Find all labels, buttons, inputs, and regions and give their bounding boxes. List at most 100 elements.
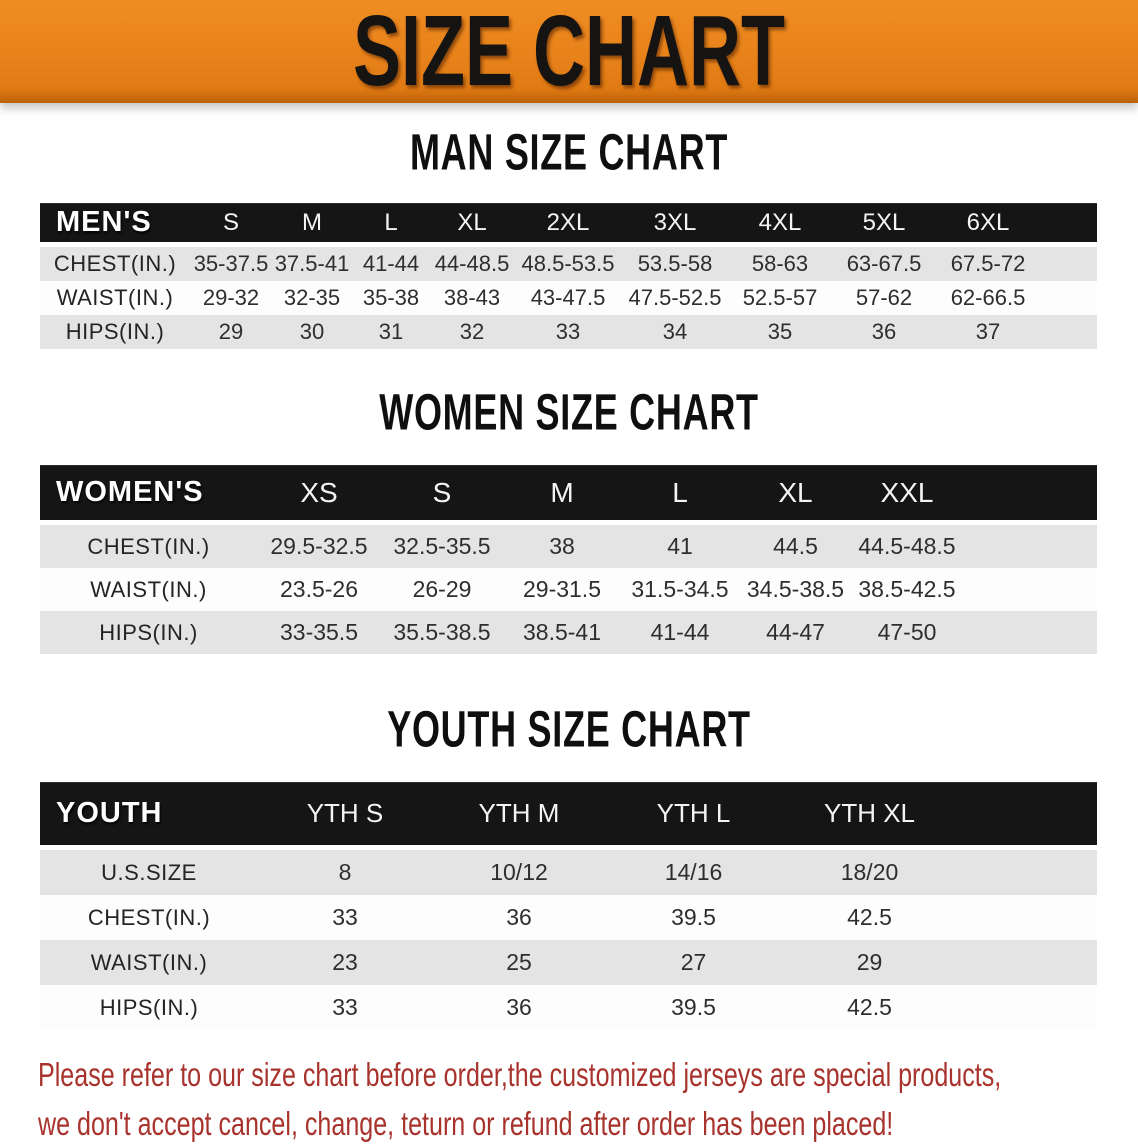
- data-cell: 44.5: [773, 533, 818, 559]
- data-cell: 63-67.5: [846, 251, 922, 276]
- size-column-header: 2XL: [514, 203, 622, 247]
- table-row: CHEST(IN.) 29.5-32.5 32.5-35.5 38 41 44.5 44.5…: [40, 525, 1097, 568]
- data-cell: 35.5-38.5: [393, 619, 491, 645]
- data-cell: 29: [218, 319, 244, 344]
- youth-section-heading: YOUTH SIZE CHART: [387, 700, 751, 758]
- data-cell: 8: [338, 859, 352, 885]
- data-cell: 35-38: [362, 285, 420, 310]
- data-cell: 36: [871, 319, 897, 344]
- data-cell: 44.5-48.5: [858, 533, 956, 559]
- data-cell: 41-44: [650, 619, 710, 645]
- data-cell: 47-50: [877, 619, 937, 645]
- size-column-header: 5XL: [832, 203, 936, 247]
- size-column-header: XL: [739, 465, 852, 525]
- table-header-row: WOMEN'S XS S M L XL XXL: [40, 465, 1097, 525]
- table-row: HIPS(IN.) 29 30 31 32 33 34 35 36 37: [40, 315, 1097, 349]
- size-column-header: 3XL: [622, 203, 728, 247]
- table-row: HIPS(IN.) 33-35.5 35.5-38.5 38.5-41 41-44 44-…: [40, 611, 1097, 654]
- data-cell: 23: [332, 949, 358, 975]
- data-cell: 36: [506, 994, 532, 1020]
- data-cell: 32-35: [283, 285, 341, 310]
- data-cell: 32: [459, 319, 485, 344]
- data-cell: 29: [856, 949, 883, 975]
- data-cell: 35-37.5: [193, 251, 269, 276]
- data-cell: 33: [332, 904, 358, 930]
- size-column-header: L: [621, 465, 739, 525]
- data-cell: 36: [506, 904, 532, 930]
- size-column-header: YTH M: [432, 782, 606, 850]
- spacer-cell: [1040, 203, 1097, 247]
- data-cell: 67.5-72: [950, 251, 1026, 276]
- spacer-cell: [962, 611, 1097, 654]
- size-column-header: XL: [430, 203, 514, 247]
- youth-section: YOUTH SIZE CHART YOUTH YTH S YTH M YTH L YTH…: [0, 700, 1138, 1030]
- size-column-header: XS: [257, 465, 381, 525]
- data-cell: 57-62: [855, 285, 913, 310]
- data-cell: 39.5: [671, 994, 716, 1020]
- data-cell: 47.5-52.5: [628, 285, 722, 310]
- spacer-cell: [962, 525, 1097, 568]
- size-column-header: YTH S: [258, 782, 432, 850]
- size-column-header: L: [352, 203, 430, 247]
- table-header-row: MEN'S S M L XL 2XL 3XL 4XL 5XL 6XL: [40, 203, 1097, 247]
- table-row: WAIST(IN.) 23.5-26 26-29 29-31.5 31.5-34.5 34…: [40, 568, 1097, 611]
- row-label-cell: CHEST(IN.): [87, 904, 211, 930]
- spacer-cell: [1040, 315, 1097, 349]
- data-cell: 23.5-26: [279, 576, 358, 602]
- data-cell: 29.5-32.5: [270, 533, 368, 559]
- row-label-cell: HIPS(IN.): [99, 994, 199, 1020]
- data-cell: 18/20: [840, 859, 899, 885]
- women-section-heading: WOMEN SIZE CHART: [379, 383, 759, 441]
- spacer-cell: [1040, 247, 1097, 281]
- data-cell: 10/12: [490, 859, 548, 885]
- data-cell: 58-63: [751, 251, 809, 276]
- size-column-header: YTH L: [606, 782, 781, 850]
- data-cell: 62-66.5: [950, 285, 1026, 310]
- table-row: WAIST(IN.) 23 25 27 29: [40, 940, 1097, 985]
- row-label-cell: U.S.SIZE: [101, 859, 197, 885]
- data-cell: 35: [767, 319, 793, 344]
- table-group-label: YOUTH: [40, 782, 258, 850]
- data-cell: 38.5-42.5: [858, 576, 956, 602]
- data-cell: 33-35.5: [279, 619, 358, 645]
- data-cell: 42.5: [847, 994, 892, 1020]
- data-cell: 38: [549, 533, 575, 559]
- size-chart-banner: SIZE CHART: [0, 0, 1138, 103]
- data-cell: 44-48.5: [434, 251, 510, 276]
- size-column-header: XXL: [852, 465, 962, 525]
- data-cell: 48.5-53.5: [521, 251, 615, 276]
- spacer-cell: [962, 465, 1097, 525]
- data-cell: 29-32: [202, 285, 260, 310]
- table-header-row: YOUTH YTH S YTH M YTH L YTH XL: [40, 782, 1097, 850]
- data-cell: 27: [680, 949, 707, 975]
- row-label-cell: WAIST(IN.): [90, 576, 207, 602]
- row-label-cell: HIPS(IN.): [65, 319, 165, 344]
- table-row: CHEST(IN.) 35-37.5 37.5-41 41-44 44-48.5 48.5…: [40, 247, 1097, 281]
- data-cell: 33: [332, 994, 358, 1020]
- data-cell: 29-31.5: [522, 576, 601, 602]
- spacer-cell: [962, 568, 1097, 611]
- size-chart-body: MAN SIZE CHART MEN'S S M L XL 2XL 3XL 4XL 5XL 6XL…: [0, 123, 1138, 1148]
- data-cell: 25: [506, 949, 532, 975]
- data-cell: 42.5: [847, 904, 892, 930]
- data-cell: 37: [975, 319, 1001, 344]
- data-cell: 31: [378, 319, 404, 344]
- data-cell: 14/16: [664, 859, 723, 885]
- data-cell: 37.5-41: [274, 251, 350, 276]
- table-row: WAIST(IN.) 29-32 32-35 35-38 38-43 43-47.5 47.…: [40, 281, 1097, 315]
- spacer-cell: [1040, 281, 1097, 315]
- data-cell: 53.5-58: [637, 251, 713, 276]
- spacer-cell: [958, 985, 1097, 1030]
- table-row: HIPS(IN.) 33 36 39.5 42.5: [40, 985, 1097, 1030]
- size-column-header: 6XL: [936, 203, 1040, 247]
- data-cell: 34: [662, 319, 688, 344]
- disclaimer-line-1: Please refer to our size chart before or…: [38, 1056, 1002, 1093]
- size-column-header: M: [272, 203, 352, 247]
- men-size-table: MEN'S S M L XL 2XL 3XL 4XL 5XL 6XL CHEST(IN.) 35-37…: [40, 203, 1097, 349]
- data-cell: 39.5: [671, 904, 716, 930]
- row-label-cell: WAIST(IN.): [56, 285, 174, 310]
- data-cell: 44-47: [766, 619, 825, 645]
- banner-title: SIZE CHART: [353, 0, 785, 107]
- data-cell: 26-29: [412, 576, 472, 602]
- data-cell: 30: [299, 319, 325, 344]
